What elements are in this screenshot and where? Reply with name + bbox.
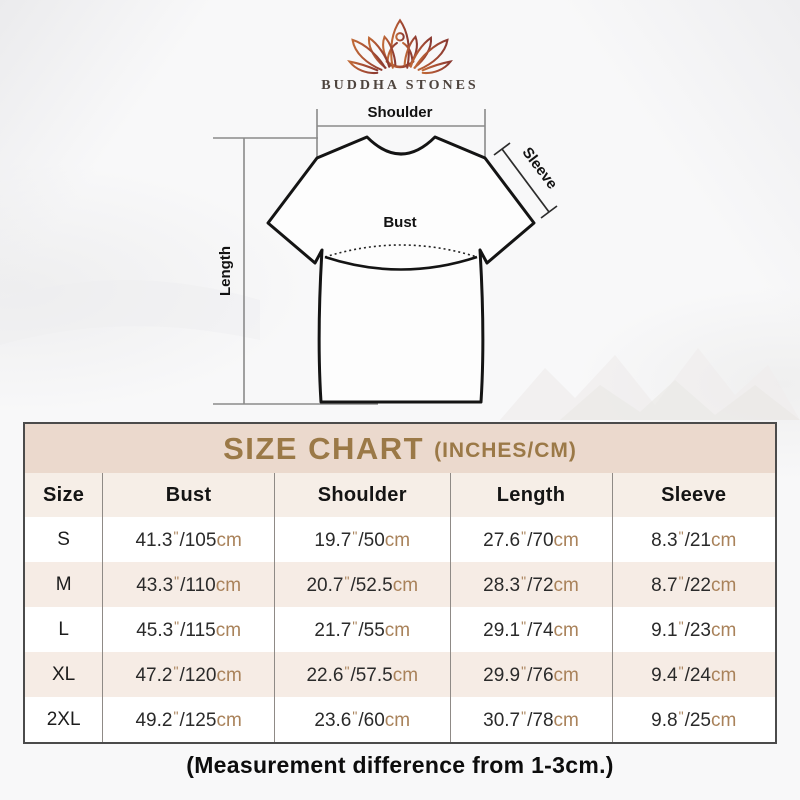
sleeve-label: Sleeve bbox=[518, 144, 560, 192]
bust-measurement-cell: 45.3"/115cm bbox=[102, 607, 274, 652]
table-row: S 41.3"/105cm 19.7"/50cm 27.6"/70cm 8.3"… bbox=[25, 517, 775, 562]
size-cell: L bbox=[58, 618, 69, 640]
lotus-meditation-icon bbox=[347, 18, 453, 75]
sleeve-measurement-cell: 9.8"/25cm bbox=[611, 697, 775, 742]
size-cell: XL bbox=[52, 663, 76, 685]
bust-measurement-cell: 49.2"/125cm bbox=[102, 697, 274, 742]
shoulder-measurement-cell: 22.6"/57.5cm bbox=[274, 652, 450, 697]
table-header-row: Size Bust Shoulder Length Sleeve bbox=[25, 473, 775, 517]
column-header-length: Length bbox=[449, 473, 612, 517]
bust-measurement-cell: 43.3"/110cm bbox=[102, 562, 274, 607]
tshirt-measurement-diagram: Shoulder Bust Length Sleeve bbox=[213, 104, 561, 405]
sleeve-measurement-cell: 9.4"/24cm bbox=[611, 652, 775, 697]
shoulder-measurement-cell: 23.6"/60cm bbox=[274, 697, 450, 742]
shoulder-label: Shoulder bbox=[367, 104, 432, 121]
column-header-shoulder: Shoulder bbox=[274, 473, 450, 517]
column-header-sleeve: Sleeve bbox=[611, 473, 775, 517]
size-cell: M bbox=[55, 573, 72, 595]
sleeve-measurement-cell: 8.3"/21cm bbox=[611, 517, 775, 562]
shoulder-measurement-cell: 21.7"/55cm bbox=[274, 607, 450, 652]
sleeve-measurement-cell: 8.7"/22cm bbox=[611, 562, 775, 607]
length-measurement-cell: 29.1"/74cm bbox=[449, 607, 612, 652]
length-label: Length bbox=[217, 246, 234, 296]
column-header-size: Size bbox=[43, 483, 85, 506]
size-chart-table: SIZE CHART (INCHES/CM) Size Bust Shoulde… bbox=[23, 422, 777, 744]
measurement-guides bbox=[213, 109, 486, 405]
size-cell: S bbox=[57, 528, 70, 550]
table-row: 2XL 49.2"/125cm 23.6"/60cm 30.7"/78cm 9.… bbox=[25, 697, 775, 742]
sleeve-guide bbox=[493, 142, 558, 219]
bust-solid-curve bbox=[324, 255, 478, 271]
length-measurement-cell: 28.3"/72cm bbox=[449, 562, 612, 607]
shoulder-measurement-cell: 19.7"/50cm bbox=[274, 517, 450, 562]
size-cell: 2XL bbox=[46, 708, 81, 730]
bust-label: Bust bbox=[383, 214, 416, 231]
brand-name: BUDDHA STONES bbox=[321, 78, 479, 93]
size-table-body: S 41.3"/105cm 19.7"/50cm 27.6"/70cm 8.3"… bbox=[25, 517, 775, 742]
brand-header: BUDDHA STONES bbox=[0, 10, 800, 94]
length-measurement-cell: 27.6"/70cm bbox=[449, 517, 612, 562]
sleeve-measurement-cell: 9.1"/23cm bbox=[611, 607, 775, 652]
length-measurement-cell: 30.7"/78cm bbox=[449, 697, 612, 742]
bust-dotted-line bbox=[324, 244, 478, 258]
size-chart-title-band: SIZE CHART (INCHES/CM) bbox=[25, 424, 775, 473]
table-row: M 43.3"/110cm 20.7"/52.5cm 28.3"/72cm 8.… bbox=[25, 562, 775, 607]
size-chart-title: SIZE CHART bbox=[223, 430, 425, 466]
measurement-note: (Measurement difference from 1-3cm.) bbox=[186, 752, 614, 778]
bust-measurement-cell: 41.3"/105cm bbox=[102, 517, 274, 562]
length-measurement-cell: 29.9"/76cm bbox=[449, 652, 612, 697]
shoulder-measurement-cell: 20.7"/52.5cm bbox=[274, 562, 450, 607]
column-header-bust: Bust bbox=[102, 473, 274, 517]
table-row: L 45.3"/115cm 21.7"/55cm 29.1"/74cm 9.1"… bbox=[25, 607, 775, 652]
bust-measurement-cell: 47.2"/120cm bbox=[102, 652, 274, 697]
table-row: XL 47.2"/120cm 22.6"/57.5cm 29.9"/76cm 9… bbox=[25, 652, 775, 697]
size-chart-units: (INCHES/CM) bbox=[434, 438, 577, 462]
